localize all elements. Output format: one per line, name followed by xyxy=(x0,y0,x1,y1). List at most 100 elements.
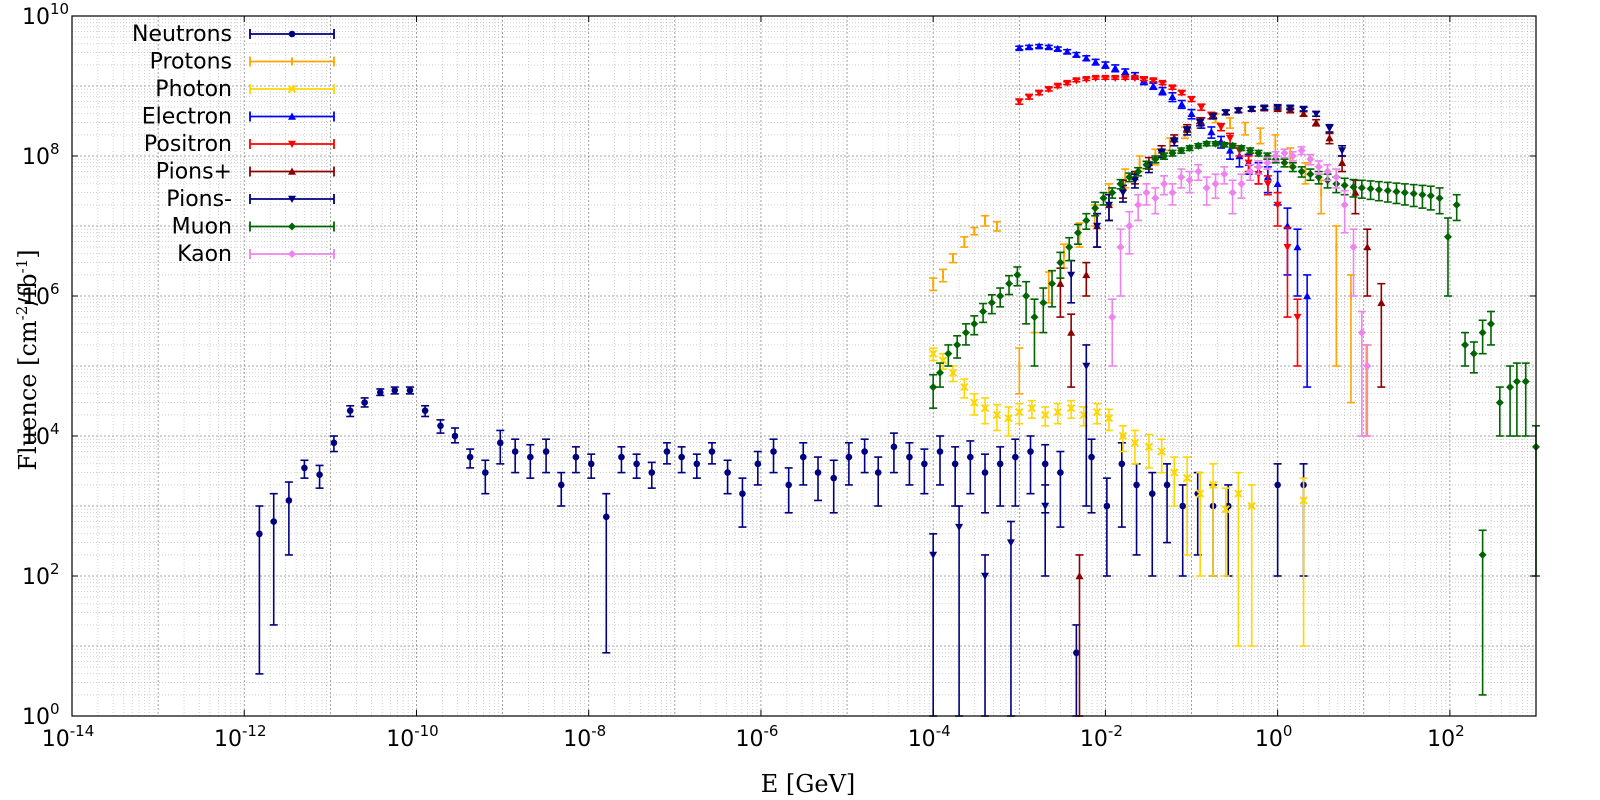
y-tick-base: 10 xyxy=(22,425,50,450)
data-point xyxy=(1142,188,1151,197)
data-point xyxy=(1228,188,1237,197)
data-point xyxy=(1325,134,1334,142)
x-tick-base: 10 xyxy=(42,727,70,752)
data-point xyxy=(496,439,504,447)
data-point xyxy=(572,453,580,461)
data-point xyxy=(1072,77,1081,85)
data-point xyxy=(1108,313,1117,322)
data-point xyxy=(935,368,944,377)
data-point xyxy=(285,497,293,504)
data-point xyxy=(1121,67,1130,75)
y-label-exp-2: -1 xyxy=(13,259,31,274)
data-point xyxy=(1027,448,1034,455)
data-point xyxy=(1177,100,1186,108)
data-point xyxy=(1168,92,1177,101)
data-point xyxy=(1208,480,1218,490)
data-point xyxy=(981,469,989,476)
data-point xyxy=(391,386,399,394)
data-point xyxy=(1168,84,1177,92)
data-point xyxy=(1048,279,1057,288)
data-point xyxy=(1274,481,1281,489)
y-tick-exponent: 0 xyxy=(50,700,60,718)
legend-label: Neutrons xyxy=(132,22,232,47)
data-point xyxy=(992,410,1002,420)
y-label-base-2: /fb xyxy=(14,273,42,305)
data-point xyxy=(1053,407,1063,417)
x-tick-exponent: 0 xyxy=(1283,722,1293,740)
data-point xyxy=(1185,176,1194,185)
series-muon xyxy=(929,139,1540,696)
x-tick-label: 10-6 xyxy=(735,722,778,752)
data-point xyxy=(1015,98,1024,106)
data-point xyxy=(1202,139,1211,148)
data-point xyxy=(1057,469,1064,476)
y-tick-label: 102 xyxy=(22,560,60,590)
data-point xyxy=(1383,186,1392,195)
data-point xyxy=(1314,173,1323,182)
data-point xyxy=(1217,123,1226,131)
data-point xyxy=(1082,270,1091,279)
data-point xyxy=(1247,105,1256,113)
data-point xyxy=(1426,191,1435,200)
data-point xyxy=(1306,155,1315,164)
data-point xyxy=(1280,149,1289,158)
x-tick-exponent: -14 xyxy=(70,722,95,740)
data-point xyxy=(785,481,792,489)
data-point xyxy=(1288,152,1297,160)
data-point xyxy=(967,453,974,461)
data-point xyxy=(1108,188,1117,197)
x-axis-label: E [GeV] xyxy=(761,770,856,798)
data-point xyxy=(1185,144,1194,153)
data-point xyxy=(1168,149,1177,158)
legend-label: Positron xyxy=(144,132,232,157)
data-point xyxy=(406,386,414,394)
x-tick-label: 10-12 xyxy=(214,722,267,752)
data-point xyxy=(1443,232,1452,241)
data-point xyxy=(1053,82,1062,90)
legend-label: Kaon xyxy=(177,242,232,267)
data-point xyxy=(1273,103,1282,112)
data-point xyxy=(421,407,429,414)
y-tick-exponent: 2 xyxy=(50,560,60,578)
data-point xyxy=(1177,146,1186,155)
data-point xyxy=(1273,179,1282,188)
data-point xyxy=(466,453,474,461)
data-point xyxy=(1157,447,1166,456)
data-point xyxy=(1363,243,1372,251)
data-point xyxy=(1035,42,1044,50)
data-point xyxy=(1067,328,1076,336)
data-point xyxy=(1013,270,1022,279)
x-tick-base: 10 xyxy=(1427,727,1455,752)
data-point xyxy=(1075,572,1084,580)
data-point xyxy=(1104,201,1113,209)
data-point xyxy=(1211,179,1220,188)
y-tick-exponent: 6 xyxy=(50,280,60,298)
legend-marker xyxy=(288,112,296,120)
grid-lines xyxy=(71,16,1536,717)
data-point xyxy=(1283,243,1292,252)
data-point xyxy=(330,439,338,447)
data-point xyxy=(1125,222,1134,230)
data-point xyxy=(1338,147,1347,155)
legend-label: Protons xyxy=(150,50,232,75)
x-axis-ticks: 10-14 10-12 10-10 10-8 10-6 10-4 10-2 100 102 xyxy=(42,16,1465,752)
data-point xyxy=(1103,502,1111,510)
data-point xyxy=(1220,140,1229,149)
data-point xyxy=(1521,377,1530,386)
data-point xyxy=(1066,403,1076,413)
x-tick-label: 10-14 xyxy=(42,722,95,752)
data-point xyxy=(1093,222,1102,230)
legend-marker xyxy=(288,222,296,231)
data-point xyxy=(1197,103,1206,112)
data-point xyxy=(1293,243,1302,251)
data-point xyxy=(527,453,534,461)
data-point xyxy=(1392,187,1401,196)
data-point xyxy=(346,407,354,414)
data-point xyxy=(1039,298,1048,307)
legend-label: Pions+ xyxy=(156,160,232,185)
data-point xyxy=(1187,109,1196,118)
x-tick-exponent: -12 xyxy=(242,722,267,740)
data-point xyxy=(979,307,988,316)
